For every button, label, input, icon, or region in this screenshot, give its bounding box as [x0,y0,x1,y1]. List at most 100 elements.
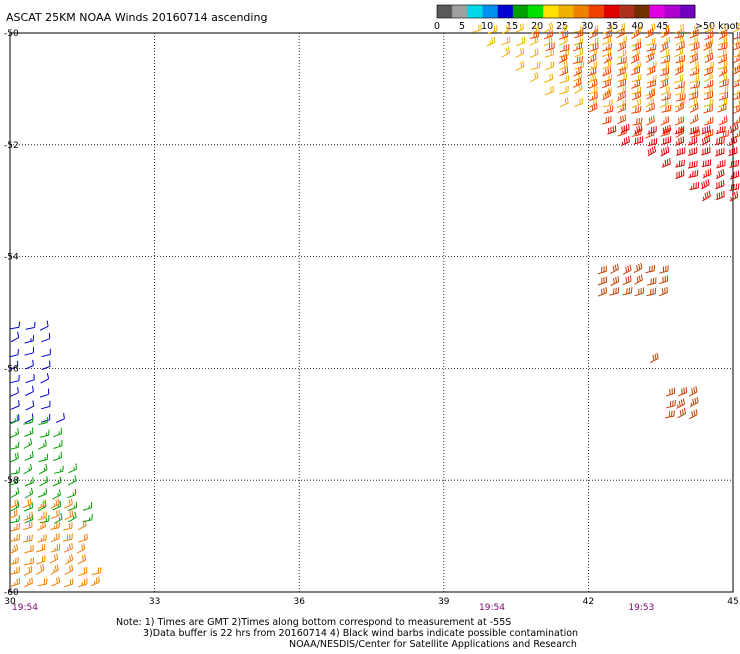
wind-barb-feather [708,55,709,61]
wind-barb-staff [530,42,538,46]
wind-barb-feather [724,68,725,74]
wind-barb [10,544,18,554]
wind-barb [36,544,45,552]
wind-barb-feather [620,44,621,50]
wind-barb-feather [625,114,626,120]
wind-barb-staff [41,407,50,409]
wind-barb-staff [68,517,76,522]
wind-barb-feather [665,160,666,166]
wind-barb-feather [57,578,58,584]
wind-barb-feather [582,48,583,54]
wind-barb-staff [678,414,686,418]
wind-barb-staff [545,67,554,70]
wind-barb-feather [637,80,638,86]
wind-barb [662,136,671,144]
wind-barb-feather [523,48,524,54]
wind-barb [623,287,632,295]
wind-barb-feather [670,125,671,131]
wind-barb-feather [650,54,651,60]
wind-barb-feather [697,397,698,403]
wind-barb-staff [64,584,73,587]
legend-swatch [452,5,468,18]
wind-barb [68,464,76,473]
wind-barb-feather [738,183,739,189]
wind-barb-feather [641,263,642,269]
wind-barb-feather [604,96,605,99]
wind-barb [701,147,710,155]
wind-barb-staff [575,54,583,57]
wind-barb [77,544,85,554]
wind-barb-staff [38,584,47,586]
wind-barb [38,488,47,497]
y-tick-label: -56 [4,364,19,374]
wind-barb [688,161,697,169]
wind-barb [702,159,711,167]
wind-barb-staff [617,105,626,108]
wind-barb-feather [29,468,30,471]
wind-barb-feather [32,386,33,392]
wind-barb-feather [640,98,641,104]
wind-barb-feather [54,503,55,506]
wind-barb-feather [653,53,654,59]
wind-barb [54,466,63,474]
wind-barb-feather [667,287,668,293]
wind-barb-feather [57,523,58,529]
wind-barb-staff [65,516,73,520]
wind-barb-feather [683,136,684,142]
wind-barb-staff [23,527,32,530]
wind-barb-feather [566,53,567,59]
wind-barb-feather [82,555,83,561]
wind-barb [530,72,538,82]
wind-barb-feather [579,85,580,91]
wind-barb-feather [625,49,626,55]
wind-barb [647,288,656,296]
wind-barb [734,53,740,63]
legend-swatch [437,5,453,18]
wind-barb [589,38,598,46]
x-tick-label: 39 [438,597,450,607]
wind-barb-feather [684,41,685,47]
wind-barb-feather [739,105,740,111]
wind-barb-feather [653,44,654,50]
wind-barb-feather [30,492,31,495]
wind-barb-staff [40,326,48,330]
wind-barb-staff [472,30,481,32]
wind-barb [25,451,33,460]
wind-barb-feather [666,147,667,153]
wind-barb-staff [560,81,569,83]
wind-barb-feather [734,184,735,190]
wind-barb [716,169,724,179]
wind-barb-feather [623,50,624,56]
wind-barb-feather [620,33,621,36]
wind-barb-feather [638,92,639,98]
wind-barb [502,47,510,57]
wind-barb-feather [60,477,61,483]
wind-barb-feather [537,48,538,54]
wind-barb-feather [669,37,670,43]
wind-barb [53,489,61,499]
wind-barb-feather [666,62,667,68]
chart-title: ASCAT 25KM NOAA Winds 20160714 ascending [6,11,267,24]
wind-barb-feather [16,491,17,494]
wind-barb [688,147,697,155]
wind-barb-feather [614,278,615,284]
wind-barb-feather [615,265,616,271]
wind-barb-feather [679,138,680,144]
wind-barb [9,349,18,357]
wind-barb-staff [25,433,33,436]
wind-barb-staff [24,572,32,576]
wind-barb [54,513,62,523]
wind-barb-feather [72,543,73,549]
wind-barb [38,578,47,585]
wind-barb-staff [719,92,728,94]
wind-barb-staff [10,327,19,329]
wind-barb-staff [544,79,552,82]
wind-barb-feather [681,25,682,31]
wind-barb-feather [565,98,566,104]
wind-barb-feather [602,289,603,295]
wind-barb-feather [721,170,722,176]
wind-barb [632,42,640,51]
wind-barb-feather [595,30,596,36]
wind-barb-staff [502,53,510,57]
wind-barb-feather [609,31,610,37]
